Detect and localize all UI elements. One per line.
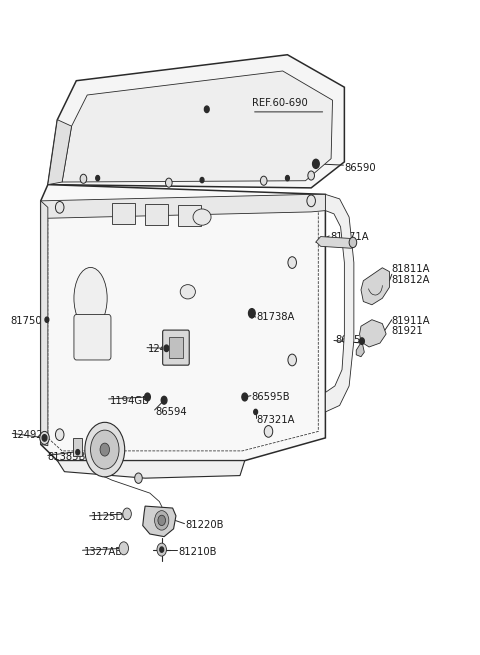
Circle shape bbox=[313, 160, 318, 167]
Bar bbox=[179, 206, 201, 226]
Circle shape bbox=[166, 178, 172, 187]
Ellipse shape bbox=[74, 267, 107, 329]
Circle shape bbox=[200, 178, 204, 183]
Circle shape bbox=[264, 426, 273, 438]
Circle shape bbox=[349, 237, 357, 248]
Ellipse shape bbox=[193, 209, 211, 225]
Text: 81220B: 81220B bbox=[185, 520, 224, 530]
Circle shape bbox=[155, 511, 169, 530]
Polygon shape bbox=[48, 55, 344, 188]
Polygon shape bbox=[356, 341, 364, 357]
Circle shape bbox=[288, 354, 297, 365]
Text: 81750A: 81750A bbox=[10, 316, 48, 326]
Circle shape bbox=[85, 422, 125, 477]
Circle shape bbox=[308, 171, 314, 180]
Text: 81911A: 81911A bbox=[392, 316, 431, 326]
Text: 81738A: 81738A bbox=[257, 312, 295, 322]
Text: 81242: 81242 bbox=[164, 468, 196, 479]
Text: 12492: 12492 bbox=[12, 430, 44, 440]
Polygon shape bbox=[360, 320, 386, 347]
Circle shape bbox=[360, 338, 364, 345]
Circle shape bbox=[307, 195, 315, 207]
Circle shape bbox=[80, 174, 87, 183]
Circle shape bbox=[161, 396, 167, 404]
Circle shape bbox=[42, 435, 47, 441]
Circle shape bbox=[144, 393, 150, 401]
Circle shape bbox=[100, 443, 109, 456]
Circle shape bbox=[123, 508, 132, 519]
Polygon shape bbox=[325, 195, 354, 412]
Text: 1194GB: 1194GB bbox=[109, 396, 150, 406]
Circle shape bbox=[204, 106, 209, 113]
Bar bbox=[112, 203, 135, 223]
Circle shape bbox=[164, 345, 169, 352]
Text: 81210B: 81210B bbox=[179, 546, 217, 557]
FancyBboxPatch shape bbox=[74, 314, 111, 360]
Circle shape bbox=[119, 542, 129, 555]
Text: 81221L: 81221L bbox=[92, 464, 129, 474]
Text: 86590: 86590 bbox=[344, 163, 376, 174]
Circle shape bbox=[45, 317, 49, 322]
Circle shape bbox=[160, 547, 164, 552]
Circle shape bbox=[76, 449, 80, 455]
Circle shape bbox=[312, 159, 319, 168]
Circle shape bbox=[125, 511, 130, 517]
FancyBboxPatch shape bbox=[163, 330, 189, 365]
Polygon shape bbox=[57, 460, 245, 478]
Circle shape bbox=[135, 473, 142, 483]
Text: 86155: 86155 bbox=[335, 335, 367, 345]
Text: 86595B: 86595B bbox=[252, 392, 290, 402]
Polygon shape bbox=[48, 120, 72, 185]
Bar bbox=[145, 204, 168, 225]
Circle shape bbox=[249, 309, 255, 318]
Circle shape bbox=[96, 176, 99, 181]
Circle shape bbox=[56, 202, 64, 213]
Polygon shape bbox=[143, 506, 176, 536]
Text: 81771A: 81771A bbox=[330, 232, 369, 242]
Circle shape bbox=[40, 432, 49, 444]
Text: 81385B: 81385B bbox=[48, 453, 86, 462]
Text: 81811A: 81811A bbox=[392, 264, 431, 274]
Text: REF.60-690: REF.60-690 bbox=[252, 98, 308, 109]
Ellipse shape bbox=[180, 285, 195, 299]
Bar bbox=[169, 337, 183, 358]
Circle shape bbox=[56, 429, 64, 441]
Text: 1327AB: 1327AB bbox=[84, 546, 122, 557]
Text: 87321A: 87321A bbox=[257, 415, 295, 424]
Text: 1125DB: 1125DB bbox=[91, 512, 131, 522]
Circle shape bbox=[288, 257, 297, 269]
Circle shape bbox=[121, 544, 127, 552]
Circle shape bbox=[157, 543, 167, 556]
Circle shape bbox=[286, 176, 289, 181]
Circle shape bbox=[250, 311, 254, 318]
Text: 81921: 81921 bbox=[392, 326, 423, 337]
Polygon shape bbox=[41, 195, 325, 218]
Polygon shape bbox=[62, 71, 333, 182]
Circle shape bbox=[158, 515, 166, 525]
Text: 86594: 86594 bbox=[156, 407, 187, 417]
Bar bbox=[73, 438, 83, 456]
Polygon shape bbox=[41, 201, 48, 445]
Text: 81812A: 81812A bbox=[392, 275, 431, 285]
Circle shape bbox=[261, 176, 267, 185]
Circle shape bbox=[254, 409, 258, 415]
Circle shape bbox=[91, 430, 119, 469]
Polygon shape bbox=[41, 185, 325, 460]
Polygon shape bbox=[316, 236, 354, 248]
Polygon shape bbox=[361, 268, 389, 305]
Circle shape bbox=[242, 393, 248, 401]
Text: 1249GE: 1249GE bbox=[147, 344, 187, 354]
